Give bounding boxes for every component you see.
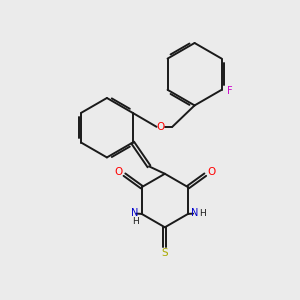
Text: H: H bbox=[132, 218, 139, 226]
Text: F: F bbox=[227, 86, 233, 96]
Text: O: O bbox=[207, 167, 215, 177]
Text: H: H bbox=[200, 209, 206, 218]
Text: O: O bbox=[114, 167, 123, 177]
Text: N: N bbox=[131, 208, 139, 218]
Text: O: O bbox=[157, 122, 165, 132]
Text: S: S bbox=[161, 248, 168, 258]
Text: N: N bbox=[191, 208, 198, 218]
